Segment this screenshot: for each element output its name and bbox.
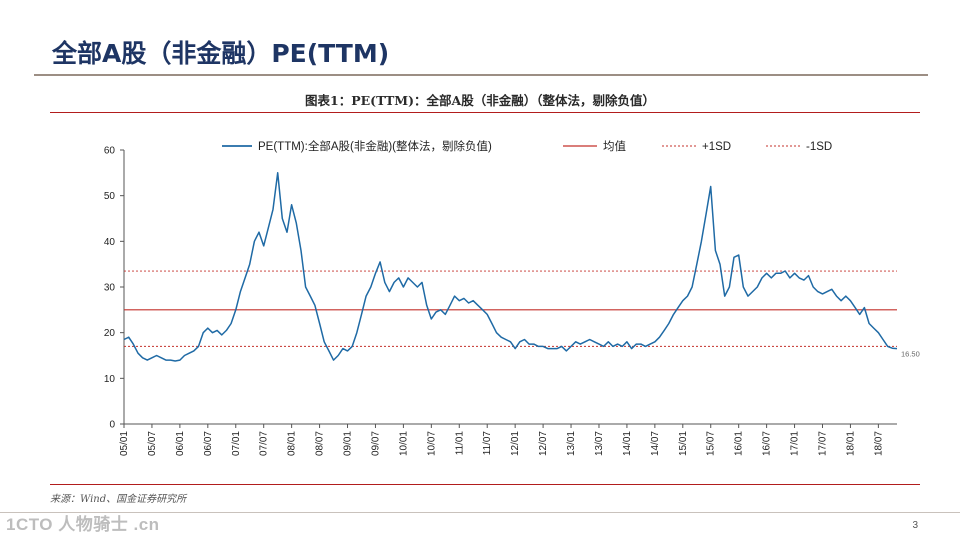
x-tick-label: 15/07 [706,431,717,456]
source-divider [50,484,920,485]
y-tick-label: 20 [104,328,116,339]
x-tick-label: 18/07 [873,431,884,456]
x-tick-label: 09/07 [370,431,381,456]
x-tick-label: 09/01 [343,431,354,456]
legend-pe-series-label: PE(TTM):全部A股(非金融)(整体法，剔除负值) [258,139,492,153]
x-tick-label: 17/07 [817,431,828,456]
y-tick-label: 10 [104,374,116,385]
x-tick-label: 10/01 [398,431,409,456]
end-value-label: 16.50 [901,350,920,359]
x-tick-label: 13/01 [566,431,577,456]
page-number: 3 [912,520,918,531]
x-tick-label: 06/01 [175,431,186,456]
x-tick-label: 11/01 [454,431,465,456]
x-tick-label: 07/07 [259,431,270,456]
y-tick-label: 0 [109,420,115,431]
x-tick-label: 16/01 [734,431,745,456]
x-tick-label: 05/07 [147,431,158,456]
legend-mean-label: 均值 [603,140,626,153]
caption-divider [50,112,920,113]
x-tick-label: 06/07 [203,431,214,456]
legend-plus-1sd-label: +1SD [702,141,731,153]
x-tick-label: 12/01 [510,431,521,456]
x-tick-label: 17/01 [790,431,801,456]
x-tick-label: 10/07 [426,431,437,456]
x-tick-label: 13/07 [594,431,605,456]
x-tick-label: 11/07 [482,431,493,456]
x-tick-label: 16/07 [762,431,773,456]
y-tick-label: 40 [104,237,116,248]
title-divider [34,74,928,76]
legend-minus-1sd-label: -1SD [806,141,832,153]
x-tick-label: 07/01 [231,431,242,456]
x-tick-label: 14/07 [650,431,661,456]
source-note: 来源：Wind、国金证券研究所 [50,494,187,505]
y-tick-label: 60 [104,146,116,157]
y-tick-label: 50 [104,191,116,202]
footer-divider [0,512,960,513]
chart-title: 图表1：PE(TTM)：全部A股（非金融）（整体法，剔除负值） [305,93,655,108]
slide-title: 全部A股（非金融）PE(TTM) [52,39,390,68]
site-watermark: 1CTO 人物骑士 .cn [6,515,160,534]
x-tick-label: 15/01 [678,431,689,456]
x-tick-label: 12/07 [538,431,549,456]
x-tick-label: 14/01 [622,431,633,456]
y-tick-label: 30 [104,283,116,294]
x-tick-label: 18/01 [845,431,856,456]
pe-series-line [123,172,898,362]
x-tick-label: 08/07 [315,431,326,456]
x-tick-label: 08/01 [287,431,298,456]
x-tick-label: 05/01 [119,431,130,456]
